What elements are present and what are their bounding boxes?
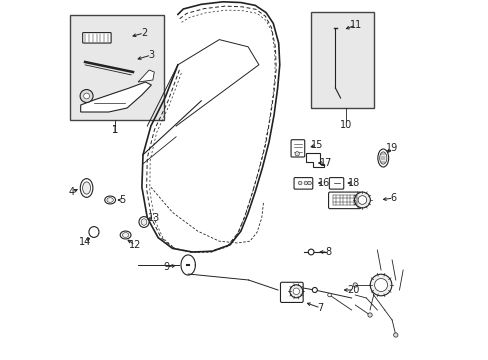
Text: 1: 1 bbox=[111, 125, 118, 135]
Text: 20: 20 bbox=[347, 285, 359, 295]
FancyBboxPatch shape bbox=[328, 192, 360, 209]
Text: 4: 4 bbox=[69, 187, 75, 197]
Circle shape bbox=[80, 90, 93, 103]
FancyBboxPatch shape bbox=[328, 177, 343, 189]
Circle shape bbox=[327, 293, 331, 297]
Circle shape bbox=[354, 192, 369, 208]
Ellipse shape bbox=[107, 198, 113, 202]
Polygon shape bbox=[305, 153, 323, 167]
Circle shape bbox=[393, 333, 397, 337]
Ellipse shape bbox=[104, 196, 115, 204]
Text: 11: 11 bbox=[349, 20, 362, 30]
Ellipse shape bbox=[139, 217, 149, 228]
Text: 5: 5 bbox=[119, 195, 125, 205]
Circle shape bbox=[304, 181, 307, 185]
Circle shape bbox=[289, 285, 302, 298]
Bar bbox=[310, 12, 373, 108]
Ellipse shape bbox=[120, 231, 131, 239]
Text: 14: 14 bbox=[79, 237, 91, 247]
Text: 12: 12 bbox=[129, 240, 141, 250]
Circle shape bbox=[374, 279, 387, 292]
Polygon shape bbox=[81, 82, 151, 112]
FancyBboxPatch shape bbox=[293, 177, 312, 189]
Circle shape bbox=[307, 249, 313, 255]
Bar bbox=[70, 15, 163, 120]
FancyBboxPatch shape bbox=[82, 33, 111, 43]
Circle shape bbox=[83, 93, 89, 99]
Circle shape bbox=[357, 196, 366, 204]
Circle shape bbox=[292, 288, 299, 294]
FancyBboxPatch shape bbox=[290, 140, 304, 157]
Ellipse shape bbox=[141, 219, 146, 225]
Text: 3: 3 bbox=[148, 50, 154, 60]
Ellipse shape bbox=[89, 226, 99, 237]
Ellipse shape bbox=[82, 182, 90, 194]
Text: 6: 6 bbox=[390, 193, 396, 203]
Text: 16: 16 bbox=[317, 178, 329, 188]
Ellipse shape bbox=[379, 152, 386, 164]
Text: 1: 1 bbox=[111, 125, 118, 135]
Circle shape bbox=[369, 274, 391, 296]
Text: 19: 19 bbox=[385, 143, 397, 153]
Text: 7: 7 bbox=[317, 303, 323, 313]
Circle shape bbox=[312, 288, 317, 293]
Text: 18: 18 bbox=[347, 178, 359, 188]
Circle shape bbox=[307, 181, 311, 185]
Text: 13: 13 bbox=[148, 213, 160, 223]
Polygon shape bbox=[138, 70, 154, 82]
Circle shape bbox=[367, 313, 371, 317]
Ellipse shape bbox=[122, 233, 128, 237]
Ellipse shape bbox=[80, 179, 93, 197]
FancyBboxPatch shape bbox=[280, 282, 303, 302]
Text: 17: 17 bbox=[319, 158, 331, 168]
Circle shape bbox=[352, 283, 357, 287]
Circle shape bbox=[298, 181, 302, 185]
Text: 9: 9 bbox=[163, 262, 169, 272]
Ellipse shape bbox=[377, 149, 388, 167]
Circle shape bbox=[294, 152, 299, 156]
Text: 8: 8 bbox=[325, 247, 330, 257]
Text: 10: 10 bbox=[339, 120, 351, 130]
Text: 15: 15 bbox=[310, 140, 323, 150]
Text: 2: 2 bbox=[141, 28, 147, 38]
